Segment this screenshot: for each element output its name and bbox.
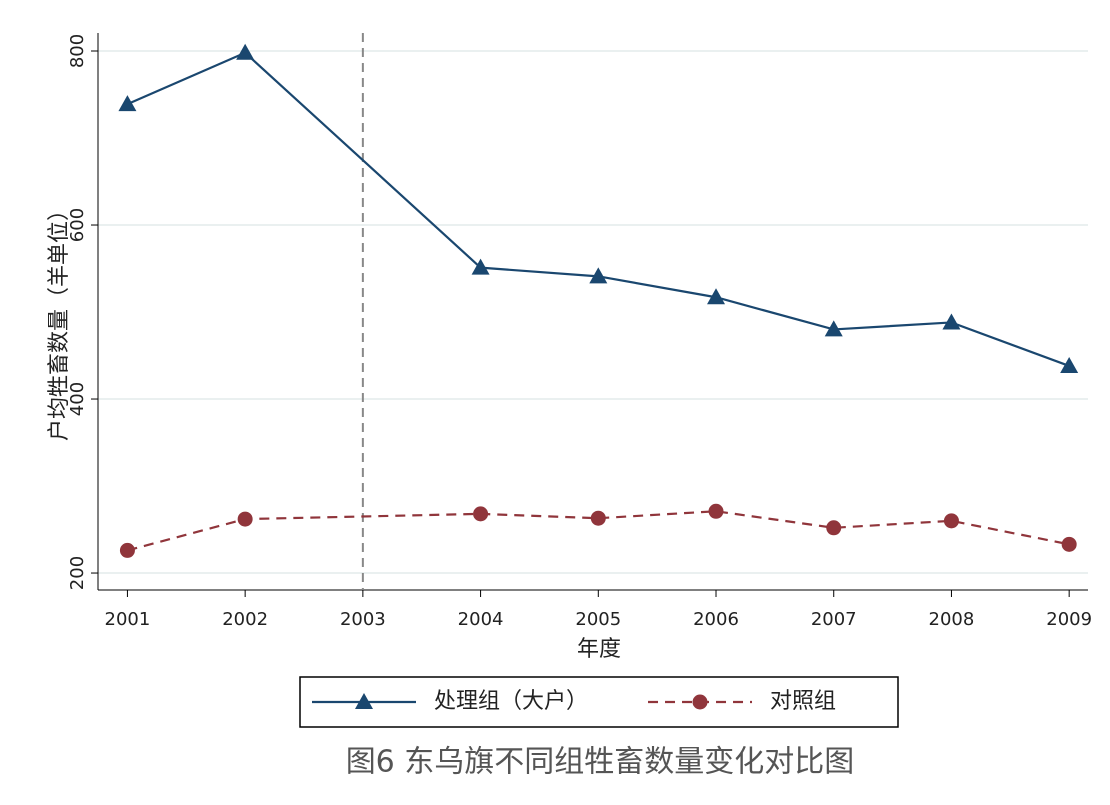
legend-marker [355,693,373,709]
y-axis-label: 户均牲畜数量（羊单位） [47,199,72,441]
marker [707,288,726,305]
marker [824,320,843,337]
x-tick-label: 2006 [693,609,739,630]
y-tick-label: 200 [67,556,88,590]
x-tick-label: 2003 [340,609,386,630]
caption: 图6 东乌旗不同组牲畜数量变化对比图 [346,745,855,780]
marker [826,520,842,536]
legend-label: 处理组（大户） [434,689,588,714]
x-tick-label: 2004 [458,609,504,630]
x-tick-label: 2005 [575,609,621,630]
marker [236,43,255,60]
x-axis-label: 年度 [577,637,621,662]
series-line [126,51,1070,367]
x-tick-label: 2007 [811,609,857,630]
marker [1061,536,1077,552]
y-tick-label: 600 [67,208,88,242]
legend-marker [692,694,708,710]
marker [1060,356,1079,373]
marker [590,510,606,526]
x-tick-label: 2001 [105,609,151,630]
marker [237,511,253,527]
marker [119,542,135,558]
marker [708,503,724,519]
y-tick-label: 400 [67,382,88,416]
marker [471,258,490,275]
marker [118,95,137,112]
y-tick-label: 800 [67,34,88,68]
x-tick-label: 2009 [1046,609,1092,630]
legend-label: 对照组 [770,689,836,714]
x-tick-label: 2008 [929,609,975,630]
marker [943,513,959,529]
series-line [127,510,1070,552]
marker [589,267,608,284]
marker [942,313,961,330]
marker [473,506,489,522]
x-tick-label: 2002 [222,609,268,630]
